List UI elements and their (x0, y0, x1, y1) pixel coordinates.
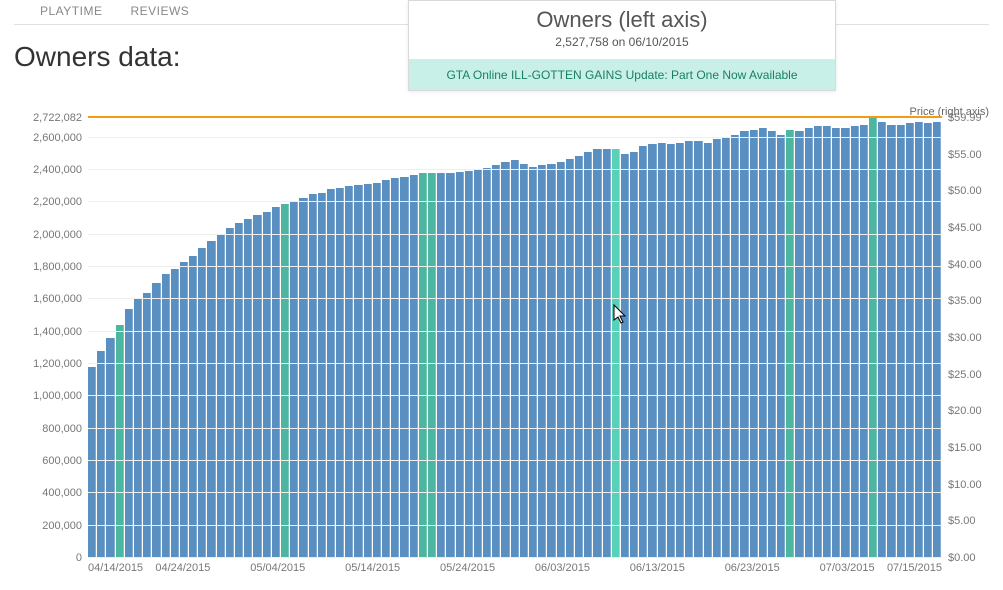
chart-bar[interactable] (180, 262, 188, 558)
chart-bar[interactable] (740, 131, 748, 558)
chart-bar[interactable] (593, 149, 601, 558)
chart-bar[interactable] (750, 130, 758, 558)
chart-bar[interactable] (520, 164, 528, 558)
tooltip-value: 2,527,758 on 06/10/2015 (409, 35, 835, 59)
chart-bar[interactable] (226, 228, 234, 558)
chart-bar[interactable] (795, 131, 803, 558)
x-tick: 06/13/2015 (630, 562, 685, 574)
chart-bar[interactable] (364, 184, 372, 558)
chart-tooltip: Owners (left axis) 2,527,758 on 06/10/20… (408, 0, 836, 91)
chart-bar[interactable] (327, 189, 335, 558)
chart-bar[interactable] (685, 141, 693, 558)
tab-playtime[interactable]: PLAYTIME (40, 4, 102, 18)
chart-bar[interactable] (538, 165, 546, 558)
chart-bar[interactable] (648, 144, 656, 558)
chart-bar[interactable] (832, 128, 840, 558)
chart-bar[interactable] (511, 160, 519, 558)
chart-bar[interactable] (446, 173, 454, 558)
owners-chart[interactable]: Price (right axis) 0200,000400,000600,00… (14, 106, 989, 580)
tooltip-event: GTA Online ILL-GOTTEN GAINS Update: Part… (409, 59, 835, 90)
x-tick: 05/24/2015 (440, 562, 495, 574)
chart-bar[interactable] (125, 309, 133, 558)
chart-bar[interactable] (373, 183, 381, 558)
chart-bar[interactable] (658, 143, 666, 558)
chart-bar[interactable] (603, 149, 611, 558)
chart-bar[interactable] (354, 185, 362, 558)
chart-bar[interactable] (189, 256, 197, 558)
chart-bar[interactable] (621, 154, 629, 558)
chart-bar[interactable] (759, 128, 767, 558)
chart-bar[interactable] (97, 351, 105, 558)
chart-bar[interactable] (263, 212, 271, 558)
chart-bar[interactable] (465, 171, 473, 558)
chart-bar[interactable] (318, 193, 326, 558)
chart-bar[interactable] (336, 188, 344, 558)
chart-bar[interactable] (244, 219, 252, 558)
chart-bar[interactable] (492, 165, 500, 558)
chart-bar[interactable] (134, 299, 142, 558)
tooltip-title: Owners (left axis) (409, 1, 835, 35)
x-tick: 05/14/2015 (345, 562, 400, 574)
chart-bar[interactable] (299, 198, 307, 558)
chart-bar[interactable] (207, 241, 215, 558)
chart-bar[interactable] (272, 207, 280, 558)
chart-bar[interactable] (419, 173, 427, 558)
chart-bar[interactable] (786, 130, 794, 558)
chart-bar[interactable] (456, 172, 464, 558)
x-tick: 04/24/2015 (155, 562, 210, 574)
x-tick: 04/14/2015 (88, 562, 143, 574)
chart-bar[interactable] (547, 164, 555, 558)
x-tick: 07/03/2015 (820, 562, 875, 574)
chart-bar[interactable] (437, 173, 445, 558)
chart-bar[interactable] (410, 175, 418, 558)
chart-bar[interactable] (171, 269, 179, 558)
chart-bar[interactable] (162, 274, 170, 558)
x-tick: 06/23/2015 (725, 562, 780, 574)
chart-bar[interactable] (143, 293, 151, 558)
x-axis: 04/14/2015 04/24/2015 05/04/2015 05/14/2015… (88, 560, 942, 580)
chart-bar[interactable] (639, 146, 647, 558)
chart-bar[interactable] (281, 204, 289, 558)
chart-bar[interactable] (630, 152, 638, 558)
chart-bar[interactable] (704, 143, 712, 558)
x-tick: 07/15/2015 (887, 562, 942, 574)
chart-bar[interactable] (501, 162, 509, 558)
chart-bar[interactable] (612, 149, 620, 558)
mouse-cursor-icon (614, 305, 627, 324)
chart-bar[interactable] (474, 170, 482, 558)
chart-bar[interactable] (768, 131, 776, 558)
chart-bar[interactable] (777, 135, 785, 558)
x-tick: 05/04/2015 (250, 562, 305, 574)
chart-bar[interactable] (235, 223, 243, 558)
x-tick: 06/03/2015 (535, 562, 590, 574)
chart-bar[interactable] (566, 159, 574, 558)
chart-bar[interactable] (805, 128, 813, 558)
chart-bar[interactable] (428, 173, 436, 559)
chart-bar[interactable] (676, 143, 684, 558)
chart-bar[interactable] (841, 128, 849, 558)
chart-bar[interactable] (575, 156, 583, 558)
chart-bar[interactable] (557, 162, 565, 558)
chart-bar[interactable] (198, 248, 206, 558)
chart-bar[interactable] (731, 135, 739, 558)
tab-reviews[interactable]: REVIEWS (130, 4, 189, 18)
chart-bar[interactable] (290, 202, 298, 558)
chart-bar[interactable] (694, 141, 702, 558)
chart-bar[interactable] (382, 180, 390, 558)
chart-bar[interactable] (152, 283, 160, 558)
chart-bar[interactable] (667, 144, 675, 558)
chart-bar[interactable] (217, 235, 225, 558)
chart-bar[interactable] (345, 186, 353, 558)
chart-bar[interactable] (584, 152, 592, 558)
chart-bar[interactable] (116, 325, 124, 558)
chart-bar[interactable] (309, 194, 317, 558)
chart-bar[interactable] (391, 178, 399, 558)
